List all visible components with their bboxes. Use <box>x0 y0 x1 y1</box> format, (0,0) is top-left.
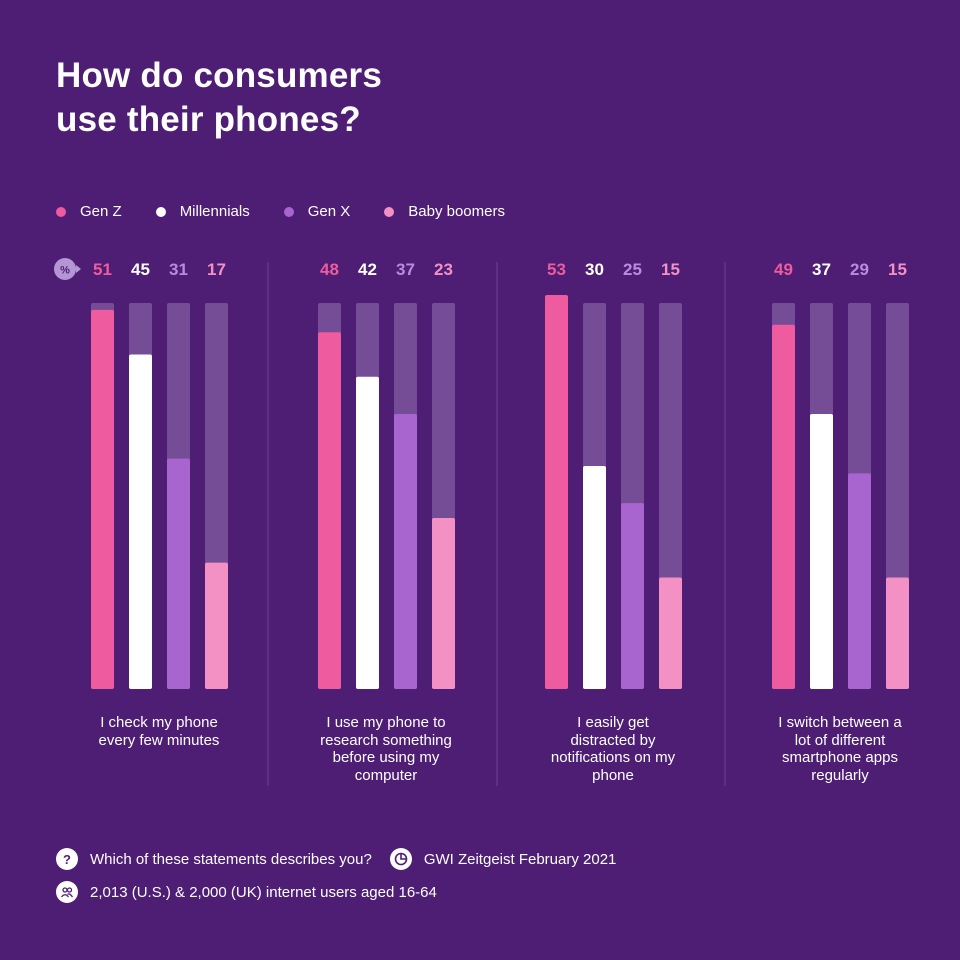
caption-line: before using my <box>332 749 440 766</box>
data-label: 31 <box>169 260 188 279</box>
caption-line: distracted by <box>570 731 656 749</box>
caption-line: every few minutes <box>98 731 220 749</box>
legend-dot-millennials <box>155 207 166 217</box>
legend-item-gen-x: Gen X <box>283 203 351 221</box>
caption-line: phone <box>592 766 634 784</box>
percent-badge: % <box>54 258 81 280</box>
legend-item-gen-z: Gen Z <box>56 203 122 221</box>
bar <box>848 473 871 689</box>
legend-dot-baby-boomers <box>384 207 395 217</box>
percent-badge-label: % <box>60 265 70 277</box>
bar <box>129 354 152 689</box>
value-labels: 51 45 31 17 48 42 37 23 53 30 25 15 49 37 29 15 <box>93 260 907 279</box>
bar <box>394 413 417 689</box>
legend-label-baby-boomers: Baby boomers <box>408 203 505 220</box>
caption-line: smartphone apps <box>782 749 898 766</box>
page-title: How do consumers use their phones? <box>56 54 382 142</box>
legend-label-gen-z: Gen Z <box>80 203 122 220</box>
bar <box>886 577 909 689</box>
caption-line: research something <box>320 731 452 749</box>
data-label: 37 <box>396 260 415 279</box>
bar <box>205 562 228 689</box>
data-label: 48 <box>320 260 339 279</box>
bar <box>167 458 190 689</box>
data-label: 37 <box>812 260 831 279</box>
data-label: 25 <box>623 260 642 279</box>
group-dividers <box>267 262 726 786</box>
data-label: 15 <box>661 260 680 279</box>
pie-chart-icon <box>389 848 412 870</box>
bar <box>545 295 568 689</box>
data-label: 51 <box>93 260 112 279</box>
caption-group-1: I check my phone every few minutes <box>59 714 259 749</box>
caption-line: I use my phone to <box>326 714 446 731</box>
caption-line: lot of different <box>794 731 886 749</box>
data-label: 30 <box>585 260 604 279</box>
caption-line: notifications on my <box>550 749 676 766</box>
caption-group-3: I easily get distracted by notifications… <box>513 714 713 784</box>
users-icon <box>56 881 78 903</box>
caption-group-2: I use my phone to research something bef… <box>286 714 486 784</box>
title-line-2: use their phones? <box>56 100 361 139</box>
footer-sample-row: 2,013 (U.S.) & 2,000 (UK) internet users… <box>56 881 437 903</box>
bar <box>621 503 644 689</box>
data-label: 15 <box>888 260 907 279</box>
legend-label-millennials: Millennials <box>179 203 250 220</box>
caption-line: I check my phone <box>100 714 218 731</box>
title-line-1: How do consumers <box>56 56 383 95</box>
question-icon: ? <box>56 848 78 870</box>
bar <box>356 376 379 689</box>
caption-group-4: I switch between a lot of different smar… <box>740 714 940 784</box>
data-label: 29 <box>850 260 869 279</box>
data-label: 53 <box>547 260 566 279</box>
legend-label-gen-x: Gen X <box>307 203 351 220</box>
legend-item-millennials: Millennials <box>155 203 250 221</box>
legend-dot-gen-x <box>283 207 294 217</box>
percent-badge-circle <box>54 258 76 280</box>
bar <box>659 577 682 689</box>
bar <box>432 518 455 689</box>
data-label: 42 <box>358 260 377 279</box>
data-label: 49 <box>774 260 793 279</box>
bar <box>91 309 114 689</box>
bar <box>810 413 833 689</box>
footer-sample: 2,013 (U.S.) & 2,000 (UK) internet users… <box>90 883 437 901</box>
legend-item-baby-boomers: Baby boomers <box>384 203 505 221</box>
bar <box>772 324 795 689</box>
caption-line: regularly <box>811 766 869 784</box>
caption-line: computer <box>354 766 418 784</box>
legend: Gen Z Millennials Gen X Baby boomers <box>56 203 539 221</box>
caption-line: I easily get <box>577 714 649 731</box>
footer-source: GWI Zeitgeist February 2021 <box>423 850 617 868</box>
percent-badge-pointer <box>76 265 81 273</box>
caption-line: I switch between a <box>778 714 902 731</box>
legend-dot-gen-z <box>56 207 66 217</box>
bars <box>91 295 909 689</box>
data-label: 17 <box>207 260 226 279</box>
data-label: 45 <box>131 260 150 279</box>
bar <box>583 466 606 689</box>
bar <box>318 332 341 689</box>
data-label: 23 <box>434 260 453 279</box>
footer-question: Which of these statements describes you? <box>90 850 372 868</box>
footer-question-row: ? Which of these statements describes yo… <box>56 848 616 870</box>
